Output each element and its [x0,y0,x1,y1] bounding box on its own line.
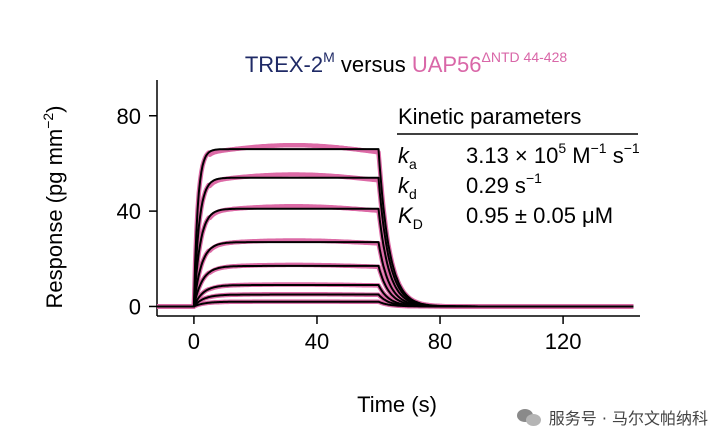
title-left: TREX-2 [245,52,323,77]
kinetic-value-ka: 3.13 × 105 M−1 s−1 [466,140,640,168]
title-left-sup: M [323,49,335,65]
y-tick-label: 40 [117,199,141,224]
kinetic-row-kd: kd [398,173,417,202]
y-axis-label: Response (pg mm−2) [40,105,67,308]
title-right-sup: ΔNTD 44-428 [482,49,568,65]
x-tick-label: 120 [545,329,582,354]
title-right: UAP56 [412,52,482,77]
kinetic-heading: Kinetic parameters [398,104,581,129]
kinetic-parameters-table: Kinetic parameters ka 3.13 × 105 M−1 s−1… [397,104,640,232]
watermark-text: 服务号 · 马尔文帕纳科 [548,409,708,428]
kinetic-value-KD: 0.95 ± 0.05 μM [466,203,613,228]
wechat-icon [516,407,543,427]
title-middle: versus [335,52,412,77]
x-tick-label: 40 [305,329,329,354]
kinetic-row-KD: KD [398,203,423,232]
chart-title: TREX-2M versus UAP56ΔNTD 44-428 [245,49,567,77]
x-tick-label: 0 [188,329,200,354]
watermark: 服务号 · 马尔文帕纳科 [516,405,708,429]
kinetic-row-ka: ka [398,143,417,172]
kinetic-value-kd: 0.29 s−1 [466,170,542,198]
x-axis-label: Time (s) [357,392,437,417]
y-tick-label: 80 [117,104,141,129]
y-tick-label: 0 [129,294,141,319]
fit-curve-8 [157,300,634,308]
x-tick-label: 80 [428,329,452,354]
